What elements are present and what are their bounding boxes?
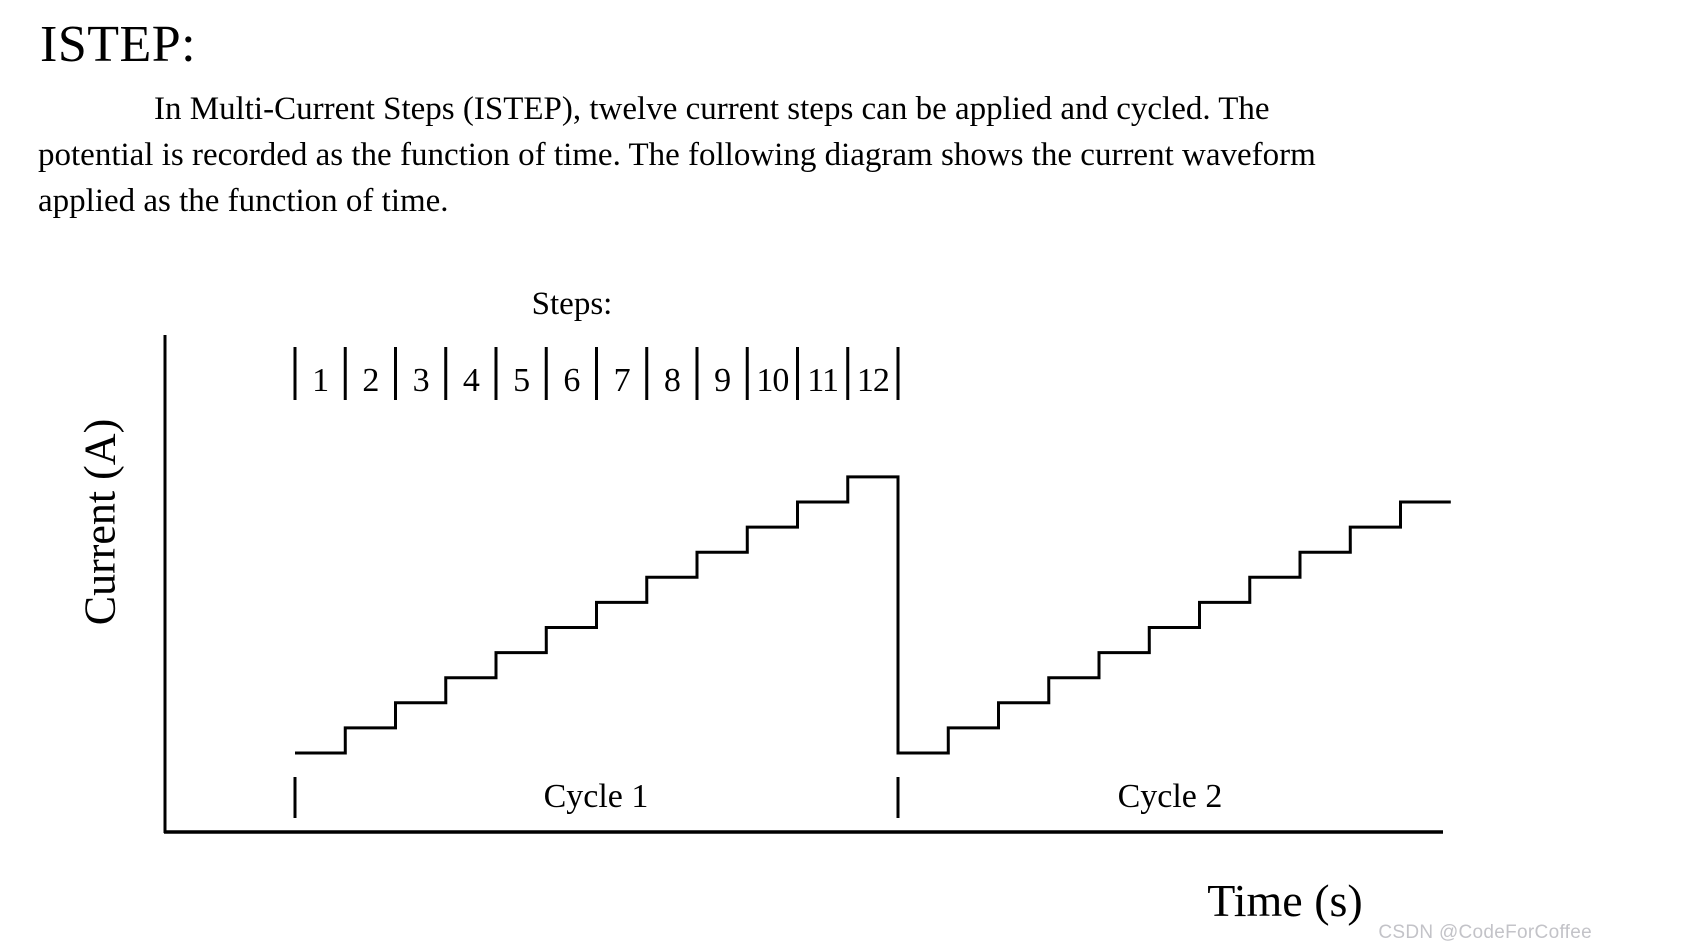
step-number-label: 9 xyxy=(714,362,731,399)
page-title: ISTEP: xyxy=(40,16,197,73)
current-staircase-waveform xyxy=(295,475,1451,755)
body-paragraph: In Multi-Current Steps (ISTEP), twelve c… xyxy=(38,86,1553,224)
y-axis-label: Current (A) xyxy=(75,418,125,626)
step-number-label: 3 xyxy=(412,362,430,399)
step-number-label: 7 xyxy=(613,362,631,399)
body-text-line: In Multi-Current Steps (ISTEP), twelve c… xyxy=(154,91,1270,127)
step-number-label: 1 xyxy=(312,362,329,399)
step-number-label: 4 xyxy=(462,362,480,399)
body-text-line: applied as the function of time. xyxy=(38,183,449,219)
step-number-label: 8 xyxy=(663,362,681,399)
steps-header-label: Steps: xyxy=(531,286,613,322)
cycle2-label: Cycle 2 xyxy=(1117,778,1223,815)
x-axis-label: Time (s) xyxy=(1207,875,1363,926)
body-text-line: potential is recorded as the function of… xyxy=(38,137,1316,173)
watermark-text: CSDN @CodeForCoffee xyxy=(1378,922,1592,943)
step-number-label: 6 xyxy=(563,362,580,399)
step-number-label: 10 xyxy=(756,362,789,399)
step-number-label: 5 xyxy=(513,362,530,399)
step-number-label: 2 xyxy=(362,362,379,399)
step-number-label: 12 xyxy=(856,362,890,399)
step-number-label: 11 xyxy=(807,362,839,399)
cycle1-label: Cycle 1 xyxy=(543,778,649,815)
